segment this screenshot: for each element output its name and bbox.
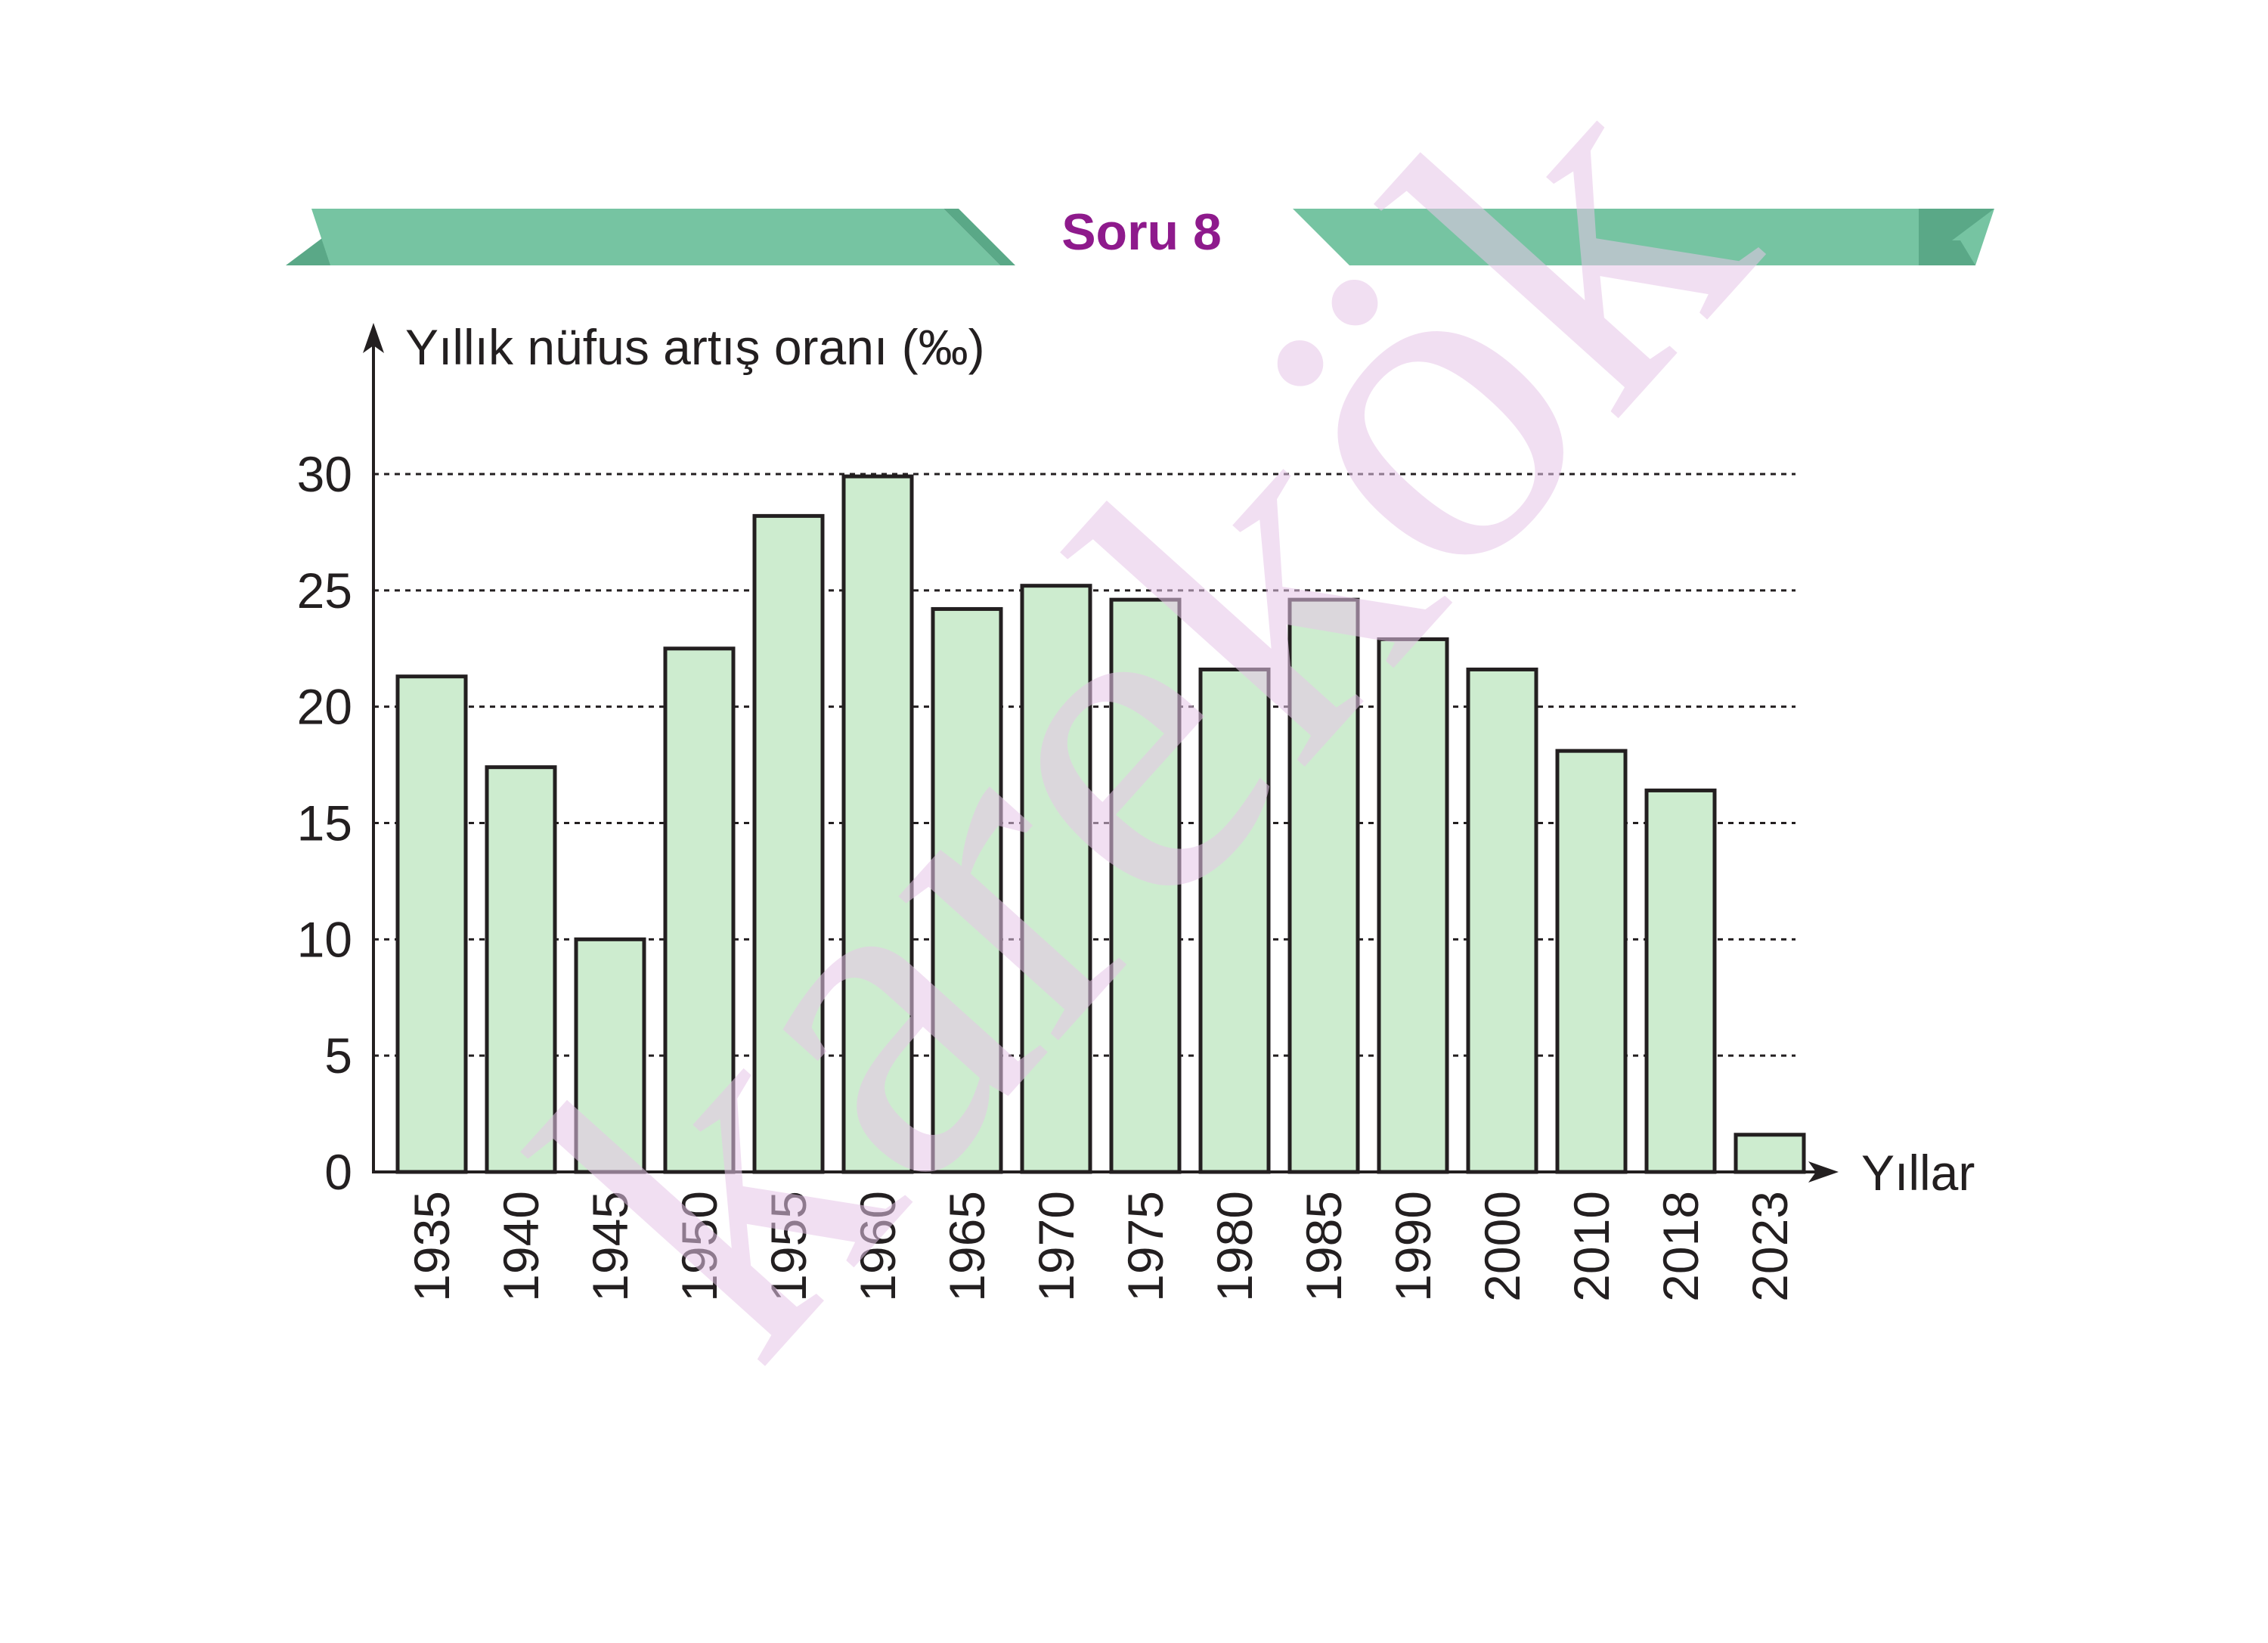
- ribbon-right: [1293, 209, 1994, 265]
- bars-layer: [395, 474, 1806, 1174]
- x-tick-labels: 1935 1940 1945 1950 1955 1960 1965 1970 1975 1980…: [404, 1191, 1798, 1302]
- y-tick-label-30: 30: [297, 446, 352, 502]
- x-tick-label-1985: 1985: [1296, 1191, 1352, 1302]
- ribbon-right-shadow: [1919, 240, 1975, 265]
- y-tick-label-15: 15: [297, 795, 352, 851]
- bar-1945: [574, 937, 646, 1174]
- x-tick-label-2010: 2010: [1563, 1191, 1619, 1302]
- bar-2018: [1644, 788, 1717, 1174]
- bar-2000: [1466, 667, 1538, 1174]
- x-tick-label-1980: 1980: [1207, 1191, 1263, 1302]
- bar-1935: [395, 674, 468, 1174]
- x-tick-label-1970: 1970: [1028, 1191, 1084, 1302]
- x-tick-label-2000: 2000: [1474, 1191, 1530, 1302]
- bar-2023: [1734, 1133, 1806, 1174]
- bar-1960: [841, 474, 914, 1174]
- x-axis-arrow-icon: [1808, 1161, 1839, 1183]
- x-tick-label-1990: 1990: [1385, 1191, 1441, 1302]
- x-tick-label-1935: 1935: [404, 1191, 460, 1302]
- y-tick-label-20: 20: [297, 679, 352, 735]
- y-tick-labels: 0 5 10 15 20 25 30: [297, 446, 352, 1200]
- x-tick-label-1955: 1955: [761, 1191, 816, 1302]
- bar-1970: [1020, 584, 1092, 1174]
- header-title: Soru 8: [1061, 203, 1222, 261]
- ribbon-left: [311, 209, 1000, 265]
- bar-1980: [1198, 667, 1271, 1174]
- y-tick-label-0: 0: [324, 1144, 352, 1200]
- bar-1990: [1377, 637, 1449, 1174]
- x-tick-label-1975: 1975: [1117, 1191, 1173, 1302]
- x-axis-title: Yıllar: [1861, 1145, 1975, 1201]
- bar-1955: [752, 513, 825, 1174]
- x-tick-label-1950: 1950: [671, 1191, 727, 1302]
- x-tick-label-1940: 1940: [493, 1191, 549, 1302]
- header-ribbon: Soru 8: [286, 203, 1994, 265]
- x-tick-label-1965: 1965: [939, 1191, 995, 1302]
- y-tick-label-5: 5: [324, 1028, 352, 1083]
- y-axis-arrow-icon: [363, 323, 384, 353]
- x-tick-label-2018: 2018: [1653, 1191, 1709, 1302]
- bar-1975: [1109, 597, 1182, 1174]
- bar-2010: [1555, 749, 1628, 1174]
- bar-1950: [663, 646, 736, 1174]
- y-axis-title: Yıllık nüfus artış oranı (‰): [405, 319, 985, 375]
- y-tick-label-10: 10: [297, 911, 352, 967]
- axes: [363, 323, 1839, 1183]
- y-tick-label-25: 25: [297, 563, 352, 618]
- x-tick-label-1960: 1960: [850, 1191, 906, 1302]
- x-tick-label-2023: 2023: [1742, 1191, 1798, 1302]
- x-tick-label-1945: 1945: [582, 1191, 638, 1302]
- ribbon-left-fold: [943, 209, 1015, 265]
